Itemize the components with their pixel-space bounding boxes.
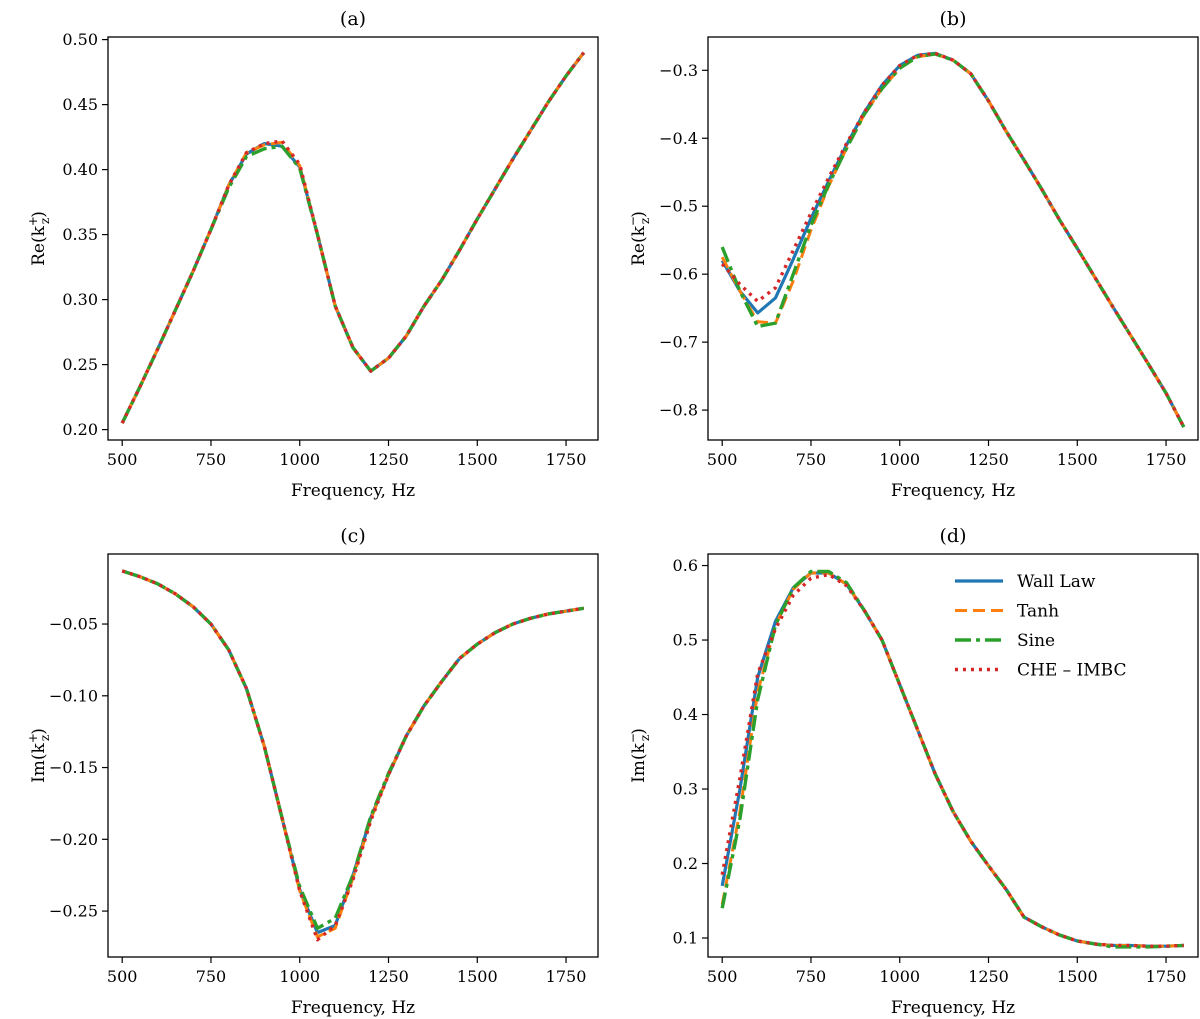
- series-line-sine: [720, 569, 1184, 949]
- y-tick-label: −0.7: [659, 333, 698, 352]
- x-axis-label: Frequency, Hz: [291, 481, 415, 501]
- x-tick-label: 500: [707, 967, 738, 986]
- axes-frame: [107, 36, 599, 441]
- y-tick-label: −0.15: [49, 758, 98, 777]
- y-tick-label: 0.25: [62, 355, 98, 374]
- y-tick-label: 0.35: [62, 225, 98, 244]
- series-line-tanh: [121, 569, 585, 939]
- x-tick-label: 750: [796, 450, 827, 469]
- legend-label: CHE – IMBC: [1017, 661, 1127, 681]
- x-tick-label: 1000: [279, 967, 320, 986]
- y-tick-label: 0.20: [62, 420, 98, 439]
- series-line-sine: [720, 52, 1186, 428]
- y-axis-label: Re(k−z): [626, 211, 652, 266]
- series-line-che-imbc: [121, 569, 585, 942]
- y-tick-label: 0.45: [62, 95, 98, 114]
- y-tick-label: 0.1: [673, 929, 698, 948]
- legend-item: Wall Law: [955, 572, 1096, 592]
- x-tick-label: 1250: [368, 967, 409, 986]
- panel-a: 500 750 1000 1250 1500 1750 0.20 0.25 0.30 0.35 0.…: [26, 8, 599, 501]
- axes-frame: [707, 553, 1199, 958]
- y-tick-label: 0.50: [62, 30, 98, 49]
- y-tick-label: −0.3: [659, 61, 698, 80]
- series-line-wall-law: [120, 51, 586, 424]
- y-tick-label: −0.8: [659, 401, 698, 420]
- series-line-sine: [120, 51, 586, 424]
- panel-title: (c): [340, 525, 365, 547]
- x-tick-label: 1750: [1146, 450, 1187, 469]
- y-tick-label: −0.05: [49, 615, 98, 634]
- series-line-tanh: [120, 51, 585, 424]
- panel-d: 500 750 1000 1250 1500 1750 0.1 0.2 0.3 0.4 0.5 0.6…: [626, 525, 1199, 1018]
- panel-title: (a): [340, 8, 366, 30]
- series-line-wall-law: [720, 51, 1186, 428]
- legend-label: Tanh: [1017, 602, 1059, 622]
- y-axis-label: Im(k−z): [626, 728, 652, 783]
- x-tick-label: 1000: [879, 967, 920, 986]
- panel-title: (b): [940, 8, 967, 30]
- x-tick-label: 1500: [457, 450, 498, 469]
- x-tick-label: 750: [196, 967, 227, 986]
- x-axis-label: Frequency, Hz: [891, 998, 1015, 1018]
- x-axis-label: Frequency, Hz: [891, 481, 1015, 501]
- y-tick-label: 0.40: [62, 160, 98, 179]
- y-tick-label: 0.2: [673, 854, 698, 873]
- y-tick-label: 0.3: [673, 780, 698, 799]
- y-tick-label: −0.6: [659, 265, 698, 284]
- series-line-tanh: [720, 52, 1186, 428]
- y-tick-label: 0.4: [673, 705, 698, 724]
- panel-b: 500 750 1000 1250 1500 1750 −0.8 −0.7 −0.6 −0.5 −0…: [626, 8, 1199, 501]
- x-tick-label: 500: [707, 450, 738, 469]
- x-tick-label: 1500: [1057, 967, 1098, 986]
- legend-item: CHE – IMBC: [955, 661, 1127, 681]
- y-tick-label: −0.25: [49, 902, 98, 921]
- y-axis-label: Im(k+z): [26, 728, 52, 783]
- x-tick-label: 1000: [879, 450, 920, 469]
- y-tick-label: −0.4: [659, 129, 698, 148]
- series-line-wall-law: [720, 571, 1184, 948]
- x-tick-label: 750: [196, 450, 227, 469]
- legend: Wall Law Tanh Sine CHE – IMBC: [955, 572, 1127, 681]
- series-line-che-imbc: [720, 572, 1184, 948]
- series-line-che-imbc: [720, 51, 1186, 428]
- series-line-tanh: [720, 571, 1184, 948]
- x-tick-label: 1250: [368, 450, 409, 469]
- x-tick-label: 1000: [279, 450, 320, 469]
- x-tick-label: 1500: [457, 967, 498, 986]
- legend-item: Sine: [955, 631, 1055, 651]
- y-tick-label: −0.5: [659, 197, 698, 216]
- panel-title: (d): [940, 525, 967, 547]
- x-tick-label: 500: [107, 967, 138, 986]
- legend-label: Sine: [1017, 631, 1055, 651]
- y-axis-label: Re(k+z): [26, 211, 52, 266]
- x-tick-label: 1750: [1146, 967, 1187, 986]
- x-tick-label: 1250: [968, 967, 1009, 986]
- legend-label: Wall Law: [1017, 572, 1096, 592]
- x-axis-label: Frequency, Hz: [291, 998, 415, 1018]
- y-tick-label: 0.5: [673, 631, 698, 650]
- x-tick-label: 1250: [968, 450, 1009, 469]
- x-tick-label: 1750: [546, 967, 587, 986]
- series-line-che-imbc: [120, 51, 586, 424]
- axes-frame: [707, 36, 1199, 441]
- y-tick-label: 0.6: [673, 556, 698, 575]
- x-tick-label: 500: [107, 450, 138, 469]
- x-tick-label: 1750: [546, 450, 587, 469]
- x-tick-label: 1500: [1057, 450, 1098, 469]
- panel-c: 500 750 1000 1250 1500 1750 −0.25 −0.20 −0.15 −0.…: [26, 525, 599, 1018]
- legend-item: Tanh: [955, 602, 1059, 622]
- y-tick-label: 0.30: [62, 290, 98, 309]
- x-tick-label: 750: [796, 967, 827, 986]
- y-tick-label: −0.10: [49, 686, 98, 705]
- axes-frame: [107, 553, 599, 958]
- y-tick-label: −0.20: [49, 830, 98, 849]
